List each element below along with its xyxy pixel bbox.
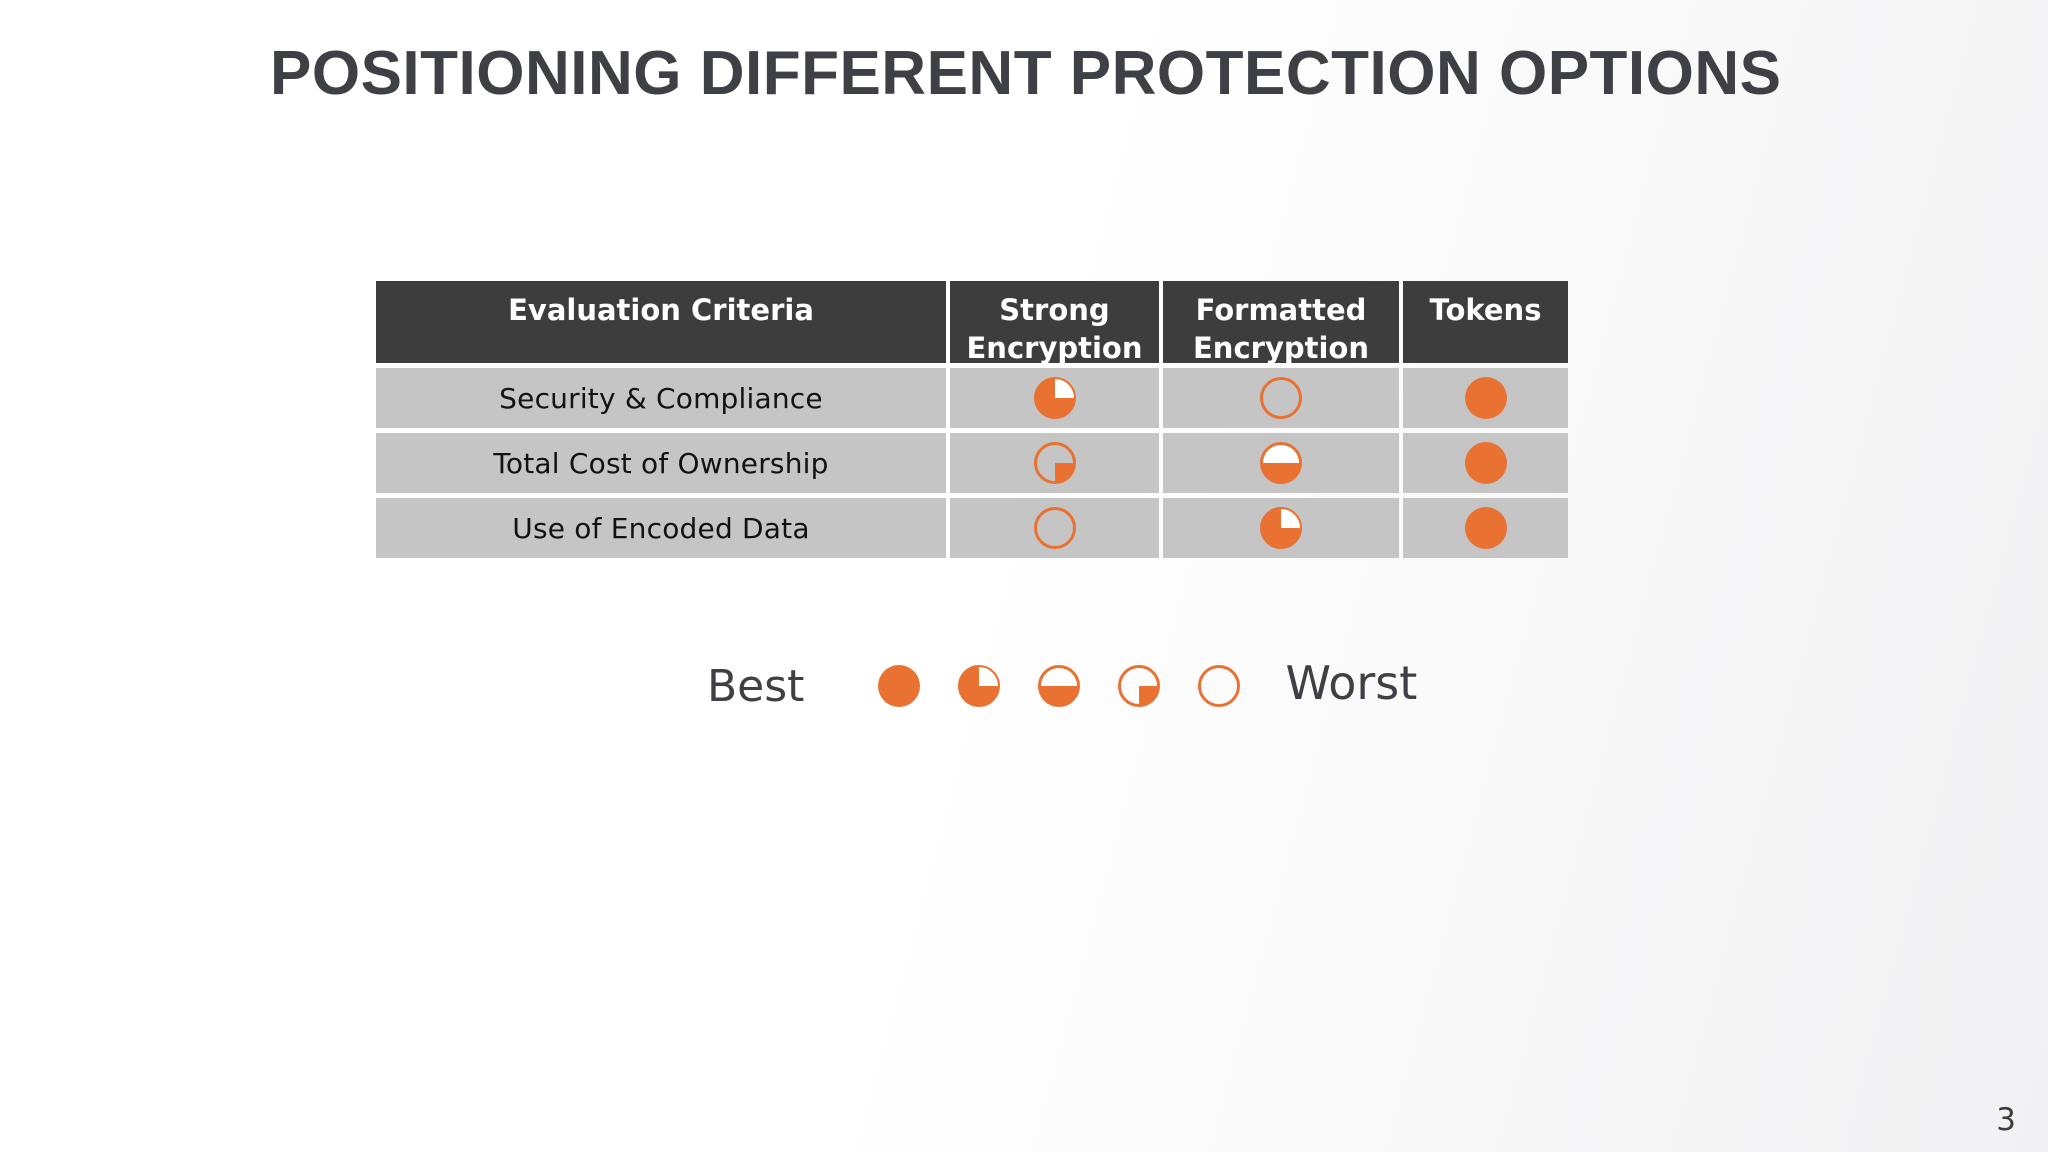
table-rating-cell: [950, 498, 1159, 558]
column-header-tokens: Tokens: [1403, 281, 1568, 363]
row-label: Security & Compliance: [499, 381, 823, 415]
harvey-ball-icon: [1260, 442, 1302, 484]
comparison-table: Evaluation Criteria Strong Encryption Fo…: [376, 281, 1568, 558]
legend-scale: [878, 665, 1241, 707]
harvey-ball-icon: [1118, 665, 1161, 707]
column-header-criteria: Evaluation Criteria: [376, 281, 946, 363]
legend-worst-label: Worst: [1285, 656, 1418, 710]
harvey-ball-icon: [878, 665, 921, 707]
harvey-ball-icon: [1464, 442, 1507, 484]
table-rating-cell: [1163, 368, 1399, 428]
table-rating-cell: [950, 433, 1159, 493]
rating-legend: Best Worst: [707, 656, 1417, 716]
row-label: Total Cost of Ownership: [493, 446, 829, 480]
table-rating-cell: [1163, 498, 1399, 558]
table-rating-cell: [950, 368, 1159, 428]
legend-best-label: Best: [707, 660, 805, 712]
table-row-label-cell: Security & Compliance: [376, 368, 946, 428]
harvey-ball-icon: [1260, 377, 1302, 419]
harvey-ball-icon: [1464, 377, 1507, 419]
harvey-ball-icon: [1260, 507, 1302, 549]
harvey-ball-icon: [958, 665, 1001, 707]
harvey-ball-icon: [1198, 665, 1241, 707]
table-rating-cell: [1403, 498, 1568, 558]
harvey-ball-icon: [1033, 442, 1076, 484]
row-label: Use of Encoded Data: [512, 511, 810, 545]
slide-title: POSITIONING DIFFERENT PROTECTION OPTIONS: [270, 39, 1782, 108]
table-row-label-cell: Total Cost of Ownership: [376, 433, 946, 493]
table-rating-cell: [1163, 433, 1399, 493]
harvey-ball-icon: [1033, 377, 1076, 419]
harvey-ball-icon: [1464, 507, 1507, 549]
column-header-formatted-encryption: Formatted Encryption: [1163, 281, 1399, 365]
page-number: 3: [1996, 1102, 2016, 1138]
harvey-ball-icon: [1033, 507, 1076, 549]
column-header-strong-encryption: Strong Encryption: [950, 281, 1159, 365]
table-row-label-cell: Use of Encoded Data: [376, 498, 946, 558]
table-rating-cell: [1403, 368, 1568, 428]
harvey-ball-icon: [1038, 665, 1081, 707]
table-rating-cell: [1403, 433, 1568, 493]
